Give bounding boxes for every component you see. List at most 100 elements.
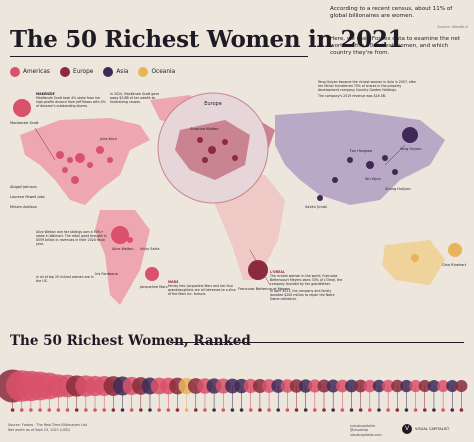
callout-mars-title: MARS bbox=[168, 280, 179, 284]
map-label-iris-fontbona: Iris Fontbona bbox=[95, 272, 118, 276]
ranked-rank-dot bbox=[19, 408, 24, 412]
legend-swatch-oceania bbox=[138, 67, 149, 77]
ranked-rank-dot bbox=[349, 408, 354, 412]
ranked-rank-dot bbox=[120, 408, 125, 412]
social-handle-1[interactable]: /visualcapitalist bbox=[350, 424, 375, 428]
map-label-julia-koch: Julia Koch bbox=[99, 137, 117, 141]
footer-socials: /visualcapitalist @visualcap visualcapit… bbox=[350, 424, 382, 437]
ranked-rank-dot bbox=[459, 408, 464, 412]
avatar-francoise-bettencourt bbox=[248, 260, 268, 280]
social-handle-3[interactable]: visualcapitalist.com bbox=[350, 432, 382, 437]
map-label-mackenzie-scott: Mackenzie Scott bbox=[10, 121, 39, 125]
callout-loreal-title: L'OREAL bbox=[270, 270, 285, 274]
ranked-rank-dot bbox=[432, 408, 436, 412]
ranked-rank-dot bbox=[65, 408, 70, 412]
callout-alice: Alice Walton and her siblings own a 50%+… bbox=[36, 230, 107, 246]
ranked-rank-dot bbox=[294, 408, 299, 412]
intro-source-note: Source: Wealth-X bbox=[437, 25, 468, 30]
legend-label-oceania: Oceania bbox=[151, 69, 176, 75]
ranked-rank-dot bbox=[386, 408, 390, 412]
ranked-rank-dot bbox=[29, 408, 33, 412]
title-divider bbox=[10, 56, 308, 57]
callout-yang-text: Yang Huiyan became the richest woman in … bbox=[318, 80, 417, 92]
ranked-rank-dot bbox=[276, 408, 281, 412]
map-label-laurene-powell-jobs: Laurene Powell Jobs bbox=[10, 195, 45, 199]
south-america-shape bbox=[95, 210, 150, 305]
page-title: The 50 Richest Women in 2021 bbox=[10, 26, 404, 53]
callout-mackenzie-text: MacKenzie Scott took 4% stake from her h… bbox=[36, 96, 106, 108]
ranked-rank-dot bbox=[93, 408, 97, 412]
region-legend: Americas Europe Asia Oceania bbox=[10, 67, 175, 77]
ranked-rank-dot bbox=[285, 408, 290, 412]
avatar-yang-huiyan bbox=[402, 127, 418, 143]
callout-loreal-text: The richest woman in the world, Francois… bbox=[270, 274, 343, 286]
ranked-divider bbox=[170, 342, 464, 343]
ranked-rank-dot bbox=[340, 408, 345, 412]
avatar-mackenzie-scott bbox=[13, 99, 31, 117]
ranked-rank-dot bbox=[38, 408, 42, 412]
ranked-rank-dot bbox=[322, 408, 326, 412]
avatar-alice-walton bbox=[111, 226, 129, 244]
ranked-rank-dot bbox=[184, 408, 189, 412]
brand-logo-icon: V bbox=[402, 424, 412, 434]
callout-yang-note: The company's 2019 revenue was $16.5B. bbox=[318, 94, 386, 98]
map-label-francoise-bettencourt: Francoise Bettencourt Meyers bbox=[238, 287, 290, 291]
legend-item-americas: Americas bbox=[10, 67, 50, 77]
ranked-rank-dot bbox=[47, 408, 52, 412]
callout-mars-text: Family ties: Jacqueline Mars and her fou… bbox=[168, 284, 236, 296]
legend-item-asia: Asia bbox=[103, 67, 128, 77]
ranked-rank-dot bbox=[404, 408, 409, 412]
ranked-rank-dot bbox=[230, 408, 235, 412]
africa-shape bbox=[215, 175, 285, 280]
ranked-chart bbox=[0, 369, 468, 412]
ranked-rank-dot bbox=[129, 408, 134, 412]
brand-logo[interactable]: V VISUAL CAPITALIST bbox=[402, 424, 449, 434]
map-label-miriam-adelson: Miriam Adelson bbox=[10, 205, 37, 209]
ranked-rank-dot bbox=[413, 408, 418, 412]
callout-mackenzie-year: In 2020, MacKenzie Scott gave away $5.8B… bbox=[110, 92, 159, 104]
ranked-rank-dot bbox=[450, 408, 455, 412]
ranked-rank-dot bbox=[157, 408, 161, 412]
callout-loreal-note: In April 2021, the company and family do… bbox=[270, 289, 335, 301]
oceania-marker bbox=[411, 254, 419, 262]
social-handle-2[interactable]: @visualcap bbox=[350, 428, 369, 433]
ranked-rank-dot bbox=[395, 408, 400, 412]
intro-paragraph-1: According to a recent census, about 11% … bbox=[330, 6, 453, 20]
footer-source: Source: Forbes · The Real-Time Billionai… bbox=[8, 423, 158, 432]
world-map: Europe Mackenzie Scott Julia Koch Alice … bbox=[10, 80, 467, 305]
oceania-shape bbox=[382, 240, 445, 285]
ranked-rank-dot bbox=[331, 408, 335, 412]
legend-label-asia: Asia bbox=[116, 69, 129, 75]
ranked-rank-dot bbox=[102, 408, 106, 412]
legend-label-europe: Europe bbox=[72, 69, 94, 75]
ranked-rank-dot bbox=[221, 408, 226, 412]
map-label-susanne-klatten: Susanne Klatten bbox=[190, 127, 219, 131]
footer-source-text: Source: Forbes · The Real-Time Billionai… bbox=[8, 423, 87, 427]
ranked-rank-dot bbox=[258, 408, 262, 412]
ranked-rank-dot bbox=[175, 408, 180, 412]
callout-mackenzie-title: MAKENZIE bbox=[36, 92, 55, 96]
ranked-rank-dot bbox=[248, 408, 253, 412]
callout-mackenzie: MAKENZIE MacKenzie Scott took 4% stake f… bbox=[36, 92, 106, 108]
map-label-savitri-jindal: Savitri Jindal bbox=[305, 205, 327, 209]
legend-item-europe: Europe bbox=[59, 67, 94, 77]
map-label-zhong-huijuan: Zhong Huijuan bbox=[385, 187, 411, 191]
legend-swatch-americas bbox=[10, 67, 20, 77]
ranked-rank-dot bbox=[267, 408, 271, 412]
ranked-rank-dot bbox=[368, 408, 372, 412]
footer-source-note: Net worth as of Sept 23, 2021 (USD) bbox=[8, 427, 70, 432]
ranked-rank-dot bbox=[148, 408, 152, 412]
connector-line bbox=[34, 127, 56, 161]
ranked-rank-dot bbox=[56, 408, 61, 412]
map-label-jacqueline-mars: Jacqueline Mars bbox=[139, 285, 168, 289]
map-label-alice-walton: Alice Walton bbox=[112, 247, 134, 251]
ranked-rank-dot bbox=[212, 408, 216, 412]
avatar-jacqueline-mars bbox=[145, 267, 159, 281]
map-label-vicky-safra: Vicky Safra bbox=[140, 247, 159, 251]
map-label-abigail-johnson: Abigail Johnson bbox=[10, 185, 37, 189]
ranked-rank-dot bbox=[239, 408, 244, 412]
legend-swatch-europe bbox=[59, 67, 70, 77]
europe-zoom-title: Europe bbox=[204, 101, 222, 107]
ranked-rank-dot bbox=[193, 408, 198, 412]
callout-mars: MARS Family ties: Jacqueline Mars and he… bbox=[168, 280, 236, 296]
